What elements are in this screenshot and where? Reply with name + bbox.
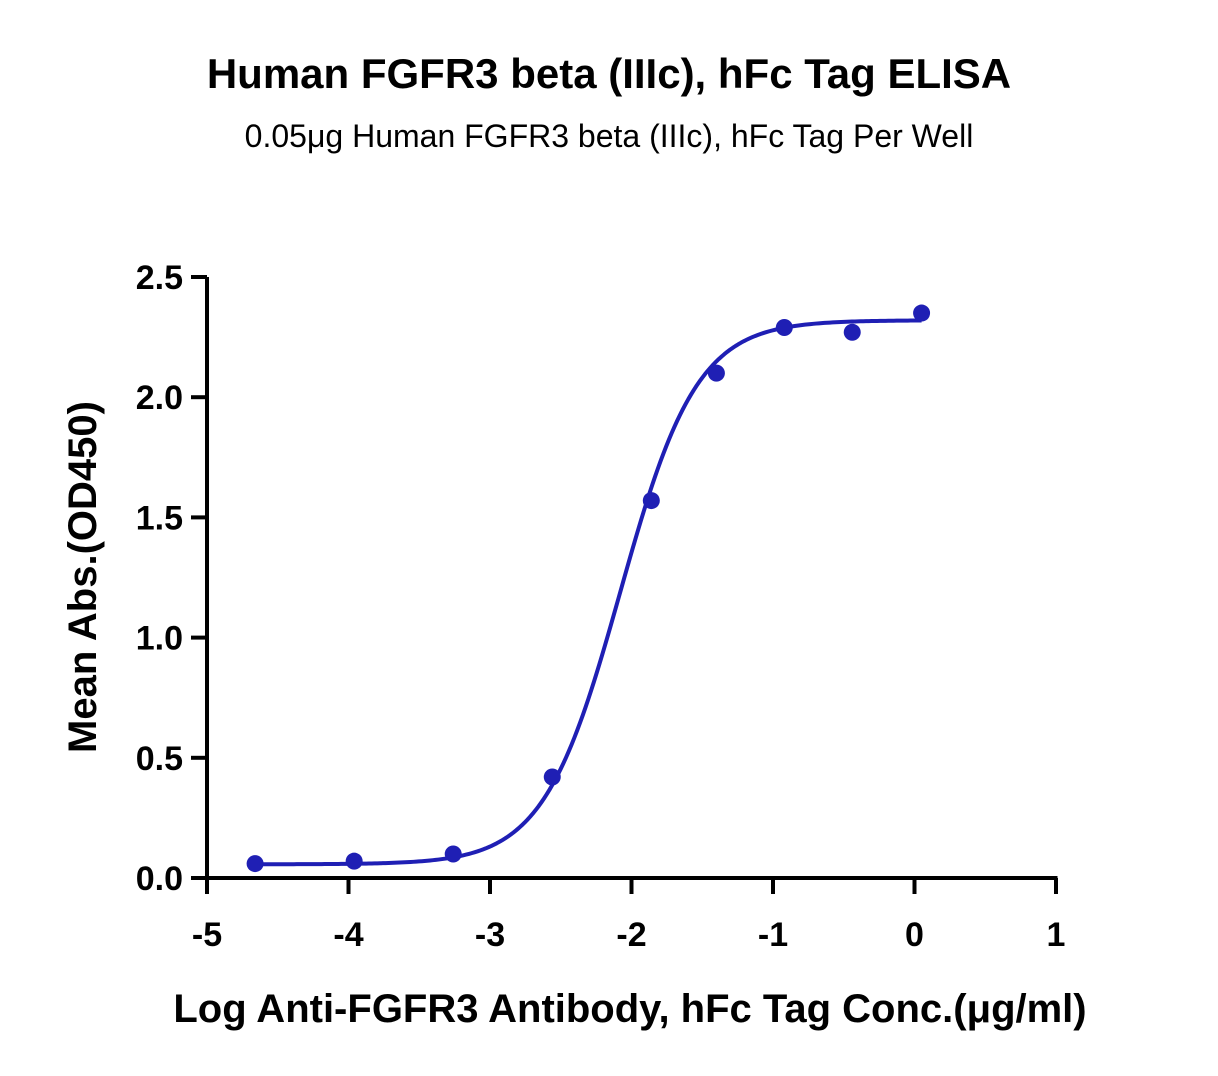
data-point (543, 768, 561, 786)
data-point (444, 845, 462, 863)
x-tick-label: -4 (333, 916, 363, 954)
x-tick-label: 0 (905, 916, 924, 954)
chart-title: Human FGFR3 beta (IIIc), hFc Tag ELISA (206, 50, 1012, 97)
y-tick-label: 1.5 (136, 499, 183, 537)
data-point (246, 855, 264, 873)
y-axis-title: Mean Abs.(OD450) (61, 401, 105, 753)
y-tick-label: 1.0 (136, 620, 183, 658)
data-point (913, 304, 931, 322)
y-tick-label: 2.0 (136, 379, 183, 417)
x-tick-label: 1 (1047, 916, 1066, 954)
axes: -5 -4 -3 -2 -1 0 1 0.0 0.5 1.0 1.5 2.0 2.5 (136, 259, 1066, 954)
data-point (775, 318, 793, 336)
y-tick-label: 2.5 (136, 259, 183, 297)
y-tick-label: 0.5 (136, 740, 183, 778)
fit-curve (255, 318, 922, 867)
data-point (642, 492, 660, 510)
x-tick-label: -5 (192, 916, 222, 954)
chart-subtitle: 0.05μg Human FGFR3 beta (IIIc), hFc Tag … (244, 118, 974, 154)
y-tick-label: 0.0 (136, 860, 183, 898)
x-tick-label: -1 (758, 916, 788, 954)
x-tick-label: -3 (475, 916, 505, 954)
fit-curve-layer (255, 318, 922, 867)
x-tick-label: -2 (616, 916, 646, 954)
x-axis-title: Log Anti-FGFR3 Antibody, hFc Tag Conc.(μ… (173, 987, 1086, 1031)
data-points-layer (246, 304, 931, 873)
data-point (843, 323, 861, 341)
data-point (707, 364, 725, 382)
data-point (345, 852, 363, 870)
